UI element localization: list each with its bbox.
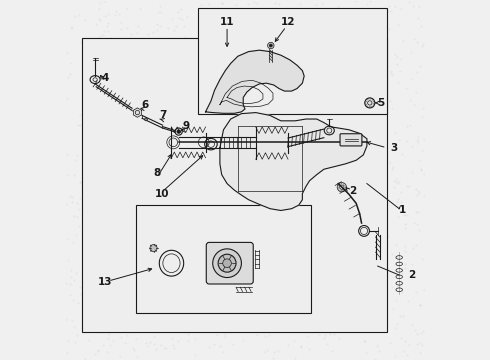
- Circle shape: [213, 249, 242, 278]
- Circle shape: [337, 183, 346, 192]
- Text: 9: 9: [182, 121, 190, 131]
- Text: 10: 10: [155, 189, 170, 199]
- Text: 3: 3: [390, 143, 397, 153]
- Polygon shape: [133, 108, 142, 117]
- Text: 2: 2: [408, 270, 416, 280]
- Bar: [82, 39, 387, 332]
- FancyBboxPatch shape: [206, 242, 253, 284]
- Text: 13: 13: [98, 277, 112, 287]
- Text: 6: 6: [141, 100, 148, 110]
- FancyBboxPatch shape: [340, 134, 362, 146]
- Text: 8: 8: [153, 168, 161, 178]
- Text: 2: 2: [349, 186, 356, 196]
- Text: 1: 1: [399, 206, 406, 216]
- Circle shape: [268, 42, 274, 49]
- Circle shape: [223, 259, 231, 267]
- Text: 4: 4: [101, 73, 109, 83]
- Polygon shape: [205, 50, 304, 113]
- Polygon shape: [220, 113, 367, 211]
- Circle shape: [177, 130, 180, 134]
- Circle shape: [150, 244, 157, 252]
- Text: 7: 7: [159, 111, 166, 121]
- Circle shape: [218, 254, 236, 272]
- Circle shape: [270, 44, 272, 47]
- Bar: [198, 8, 387, 114]
- Circle shape: [365, 98, 375, 108]
- Bar: [136, 205, 311, 313]
- Text: 5: 5: [378, 98, 385, 108]
- Circle shape: [145, 118, 147, 121]
- Text: 11: 11: [220, 17, 234, 27]
- Text: 12: 12: [281, 17, 295, 27]
